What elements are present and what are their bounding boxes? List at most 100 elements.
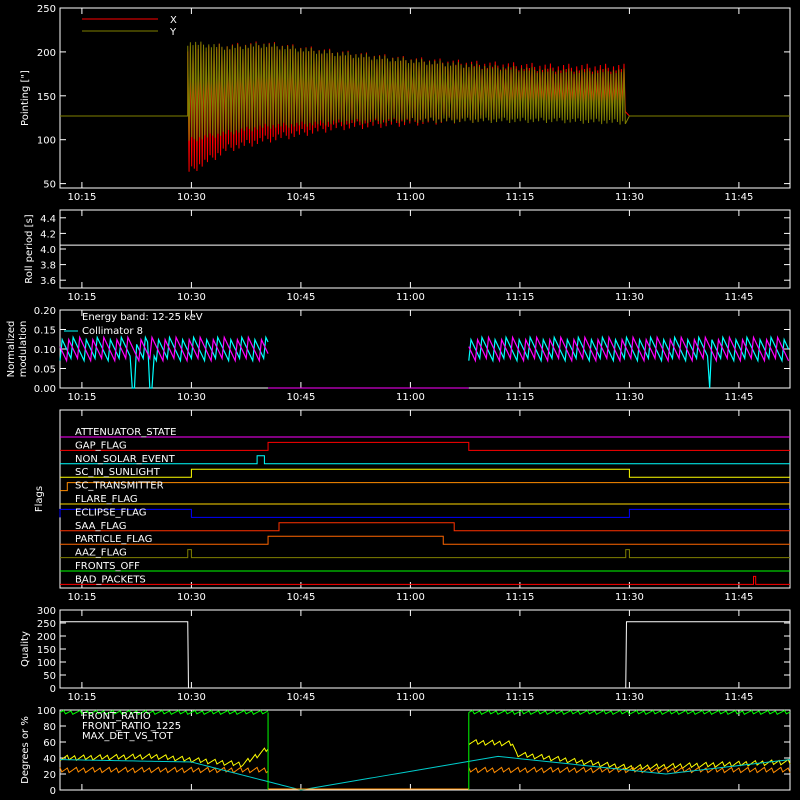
panel-4-xtick-label: 11:30	[615, 592, 644, 603]
panel-5-xtick-label: 10:15	[67, 692, 96, 703]
pointing-series-y-line	[60, 41, 790, 142]
flag-label-sc_transmitter: SC_TRANSMITTER	[75, 481, 164, 492]
panel-2-ytick-label: 4.0	[40, 245, 56, 256]
ratio-legend-max_det_vs_tot: MAX_DET_VS_TOT	[82, 731, 174, 742]
panel-3-ytick-label: 0.15	[34, 326, 56, 337]
panel-3-xtick-label: 11:15	[505, 392, 534, 403]
panel-2-xtick-label: 11:45	[724, 292, 753, 303]
modulation-legend-label: Collimator 8	[82, 326, 143, 337]
ratio-series-2-segment	[59, 709, 269, 715]
panel-2-xtick-label: 11:15	[505, 292, 534, 303]
panel-5-xtick-label: 11:45	[724, 692, 753, 703]
panel-3-xtick-label: 11:30	[615, 392, 644, 403]
panel-1-ytick-label: 200	[37, 48, 56, 59]
panel-3-ylabel-line2: modulation	[18, 321, 29, 378]
flag-label-saa_flag: SAA_FLAG	[75, 521, 126, 532]
panel-5-xtick-label: 10:30	[177, 692, 206, 703]
panel-1-xtick-label: 11:30	[615, 192, 644, 203]
panel-3-xtick-label: 11:00	[396, 392, 425, 403]
modulation-series-2-segment	[468, 335, 790, 363]
panel-3-ytick-label: 0.00	[34, 384, 56, 395]
panel-3-ytick-label: 0.05	[34, 365, 56, 376]
flag-label-non_solar_event: NON_SOLAR_EVENT	[75, 454, 176, 465]
flag-label-fronts_off: FRONTS_OFF	[75, 561, 140, 572]
panel-6-frame	[59, 709, 791, 791]
panel-5-xtick-label: 10:45	[286, 692, 315, 703]
modulation-annotation: Energy band: 12-25 keV	[82, 312, 203, 323]
flag-label-bad_packets: BAD_PACKETS	[75, 574, 146, 585]
panel-5-xtick-label: 11:00	[396, 692, 425, 703]
panel-5-ytick-label: 150	[37, 645, 56, 656]
panel-3-xtick-label: 10:15	[67, 392, 96, 403]
panel-5-ytick-label: 100	[37, 658, 56, 669]
panel-1-frame	[59, 7, 791, 189]
panel-1-ytick-label: 250	[37, 4, 56, 15]
panel-1-ytick-label: 50	[43, 180, 56, 191]
ratio-series-1-segment	[59, 747, 269, 768]
panel-5-xtick-label: 11:30	[615, 692, 644, 703]
panel-6-ytick-label: 0	[50, 786, 56, 797]
panel-2-ytick-label: 4.4	[40, 214, 56, 225]
legend-label-x: X	[170, 15, 177, 26]
panel-4-xtick-label: 10:30	[177, 592, 206, 603]
panel-2-ylabel: Roll period [s]	[24, 214, 35, 283]
ratio-series-3-segment	[59, 766, 269, 774]
panel-2-xtick-label: 11:30	[615, 292, 644, 303]
panel-3-xtick-label: 10:45	[286, 392, 315, 403]
panel-6-ytick-label: 20	[43, 770, 56, 781]
panel-4-xtick-label: 10:45	[286, 592, 315, 603]
panel-4-ylabel: Flags	[34, 486, 45, 512]
panel-6-ytick-label: 40	[43, 754, 56, 765]
panel-4-xtick-label: 11:00	[396, 592, 425, 603]
flag-line-gap_flag	[60, 441, 790, 451]
flag-label-flare_flag: FLARE_FLAG	[75, 494, 138, 505]
flag-label-particle_flag: PARTICLE_FLAG	[75, 534, 152, 545]
panel-4-xtick-label: 10:15	[67, 592, 96, 603]
panel-1-ytick-label: 100	[37, 136, 56, 147]
flag-label-sc_in_sunlight: SC_IN_SUNLIGHT	[75, 467, 161, 478]
panel-5-xtick-label: 11:15	[505, 692, 534, 703]
modulation-series-1-segment	[468, 335, 790, 389]
panel-2-ytick-label: 3.6	[40, 276, 56, 287]
panel-3-ytick-label: 0.20	[34, 306, 56, 317]
panel-3-xtick-label: 11:45	[724, 392, 753, 403]
panel-4-xtick-label: 11:15	[505, 592, 534, 603]
panel-4-xtick-label: 11:45	[724, 592, 753, 603]
panel-1-ylabel: Pointing ["]	[20, 70, 31, 126]
flag-line-bad_packets	[60, 575, 790, 585]
panel-6-ytick-label: 80	[43, 722, 56, 733]
panel-3-xtick-label: 10:30	[177, 392, 206, 403]
flag-line-eclipse_flag	[59, 508, 790, 518]
flag-line-non_solar_event	[60, 455, 790, 465]
panel-5-ytick-label: 50	[43, 671, 56, 682]
ratio-legend-front_ratio_1225: FRONT_RATIO_1225	[82, 721, 181, 732]
modulation-series-2-segment	[59, 335, 269, 363]
panel-1-xtick-label: 11:45	[724, 192, 753, 203]
panel-2-xtick-label: 10:30	[177, 292, 206, 303]
panel-5-ytick-label: 250	[37, 619, 56, 630]
flag-label-eclipse_flag: ECLIPSE_FLAG	[75, 507, 146, 518]
panel-6-ytick-label: 60	[43, 738, 56, 749]
ratio-series-1-segment	[468, 738, 791, 771]
legend-label-y: Y	[169, 27, 177, 38]
flag-line-aaz_flag	[60, 549, 790, 559]
panel-2-ytick-label: 4.2	[40, 229, 56, 240]
ratio-series-4-segment	[59, 755, 791, 791]
panel-5-ylabel: Quality	[20, 631, 31, 667]
flag-line-particle_flag	[60, 535, 790, 545]
panel-1-xtick-label: 10:30	[177, 192, 206, 203]
flag-label-attenuator_state: ATTENUATOR_STATE	[75, 427, 176, 438]
panel-2-xtick-label: 11:00	[396, 292, 425, 303]
panel-2-frame	[59, 209, 791, 289]
flag-label-gap_flag: GAP_FLAG	[75, 440, 127, 451]
panel-1-xtick-label: 10:15	[67, 192, 96, 203]
flag-label-aaz_flag: AAZ_FLAG	[75, 548, 127, 559]
panel-1-xtick-label: 10:45	[286, 192, 315, 203]
panel-5-ytick-label: 200	[37, 632, 56, 643]
panel-2-ytick-label: 3.8	[40, 261, 56, 272]
ratio-series-2-segment	[468, 709, 791, 715]
panel-6-ytick-label: 100	[37, 706, 56, 717]
flag-line-sc_in_sunlight	[60, 468, 790, 478]
